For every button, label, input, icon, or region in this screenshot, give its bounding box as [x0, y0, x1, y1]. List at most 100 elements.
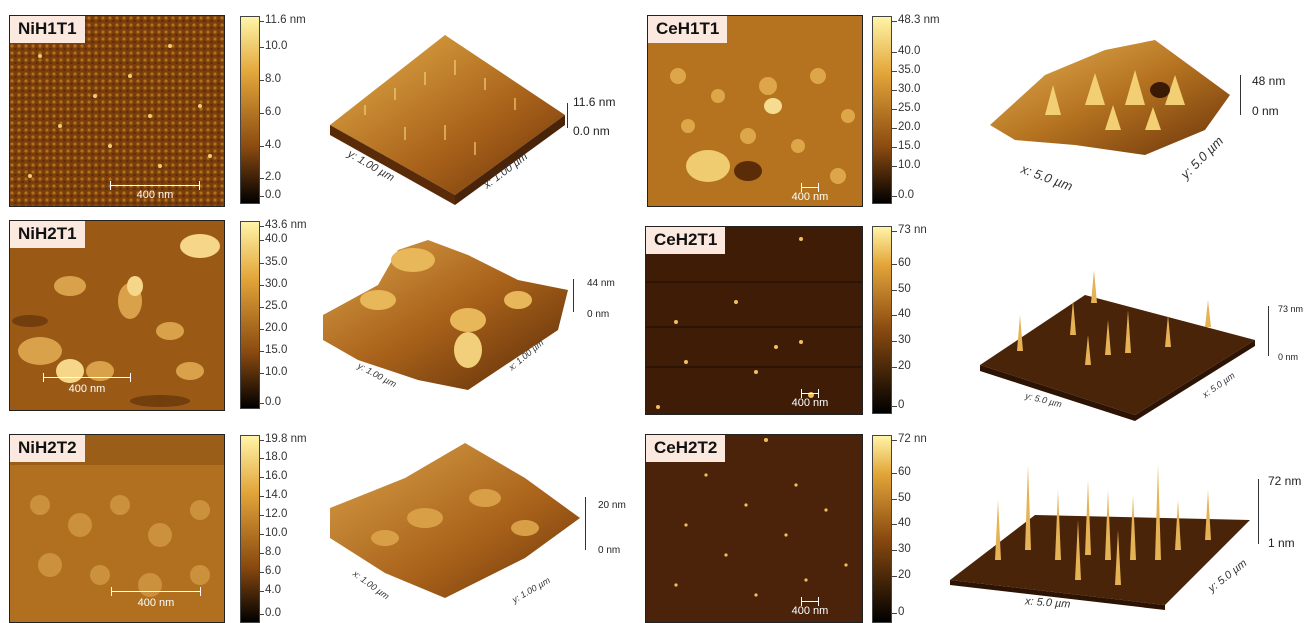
afm-image-ceh2t1 [646, 227, 862, 414]
color-scale-tick: 8.0 [259, 546, 281, 558]
color-scale-tick: 0.0 [259, 396, 281, 408]
scale-bar-label: 400 nm [791, 605, 829, 617]
sample-label: NiH1T1 [10, 16, 85, 43]
color-scale-tick: 48.3 nm [892, 14, 940, 26]
z-axis-top-label: 44 nm [587, 278, 615, 289]
afm-image-nih2t1 [10, 221, 224, 410]
color-scale-tick: 35.0 [891, 64, 921, 76]
color-scale-tick: 50 [892, 283, 911, 295]
scale-bar [43, 373, 131, 383]
color-scale-tick: 15.0 [891, 140, 921, 152]
afm-image-ceh2t2 [646, 435, 862, 622]
scale-bar [111, 587, 201, 597]
z-axis-top-label: 48 nm [1252, 74, 1286, 88]
color-scale-tick: 73 nn [892, 224, 927, 236]
color-scale-tick: 30 [892, 334, 911, 346]
sample-label: NiH2T2 [10, 435, 85, 462]
color-scale-tick: 20.0 [891, 121, 921, 133]
color-scale-tick: 0 [891, 399, 905, 411]
color-scale-tick: 20 [892, 360, 911, 372]
color-scale-tick: 40 [892, 308, 911, 320]
color-scale-tick: 12.0 [258, 508, 288, 520]
z-axis-bottom-label: 0.0 nm [573, 124, 610, 138]
color-scale-tick: 15.0 [258, 344, 288, 356]
scale-bar-label: 400 nm [68, 383, 106, 395]
color-scale-tick: 0.0 [892, 189, 914, 201]
color-scale-tick: 25.0 [891, 102, 921, 114]
color-scale-tick: 11.6 nm [259, 14, 306, 26]
color-scale-tick: 4.0 [259, 584, 281, 596]
scale-bar [801, 597, 819, 607]
z-axis [573, 279, 574, 312]
color-scale-tick: 8.0 [259, 73, 281, 85]
z-axis [585, 497, 586, 550]
z-axis [1258, 479, 1259, 544]
color-scale-tick: 18.0 [258, 451, 288, 463]
color-scale-tick: 60 [892, 257, 911, 269]
afm-height-map: NiH1T1 400 nm [9, 15, 225, 207]
color-scale-tick: 30.0 [258, 278, 288, 290]
scale-bar-label: 400 nm [791, 191, 829, 203]
afm-3d-view [990, 40, 1230, 155]
color-scale-tick: 20.0 [258, 322, 288, 334]
color-scale-tick: 40.0 [258, 233, 288, 245]
color-scale-tick: 40 [892, 517, 911, 529]
color-scale-tick: 25.0 [258, 300, 288, 312]
afm-height-map: NiH2T2 400 nm [9, 434, 225, 623]
color-scale-tick: 14.0 [258, 489, 288, 501]
scale-bar-label: 400 nm [791, 397, 829, 409]
color-scale-tick: 10.0 [891, 159, 921, 171]
color-scale-tick: 43.6 nm [259, 219, 307, 231]
color-scale-tick: 2.0 [259, 171, 281, 183]
afm-3d-view [950, 465, 1250, 610]
color-scale-tick: 19.8 nm [259, 433, 307, 445]
color-scale-tick: 6.0 [259, 106, 281, 118]
color-scale-bar [240, 16, 260, 204]
color-scale-tick: 10.0 [258, 40, 288, 52]
color-scale-tick: 10.0 [258, 366, 288, 378]
z-axis-bottom-label: 0 nm [1278, 352, 1299, 362]
sample-label: NiH2T1 [10, 221, 85, 248]
color-scale-tick: 10.0 [258, 527, 288, 539]
scale-bar [801, 183, 819, 193]
color-scale-tick: 35.0 [258, 256, 288, 268]
z-axis-bottom-label: 0 nm [1252, 104, 1279, 118]
color-scale-tick: 50 [892, 492, 911, 504]
sample-label: CeH2T1 [646, 227, 726, 254]
color-scale-bar [240, 435, 260, 623]
z-axis-bottom-label: 1 nm [1268, 536, 1295, 550]
color-scale-tick: 0 [891, 606, 905, 618]
color-scale-tick: 0.0 [259, 607, 281, 619]
afm-height-map: CeH2T2 400 nm [645, 434, 863, 623]
z-axis [567, 103, 568, 128]
afm-height-map: CeH1T1 400 nm [647, 15, 863, 207]
color-scale-tick: 16.0 [258, 470, 288, 482]
color-scale-tick: 0.0 [259, 189, 281, 201]
sample-label: CeH1T1 [648, 16, 728, 43]
afm-3d-view [330, 35, 565, 205]
color-scale-tick: 60 [892, 466, 911, 478]
afm-3d-view [980, 270, 1255, 421]
z-axis-top-label: 73 nm [1278, 304, 1304, 314]
afm-image-nih1t1 [10, 16, 224, 206]
afm-image-nih2t2 [10, 435, 224, 622]
scale-bar-label: 400 nm [137, 597, 175, 609]
color-scale-tick: 40.0 [891, 45, 921, 57]
z-axis [1268, 306, 1269, 356]
color-scale-bar [872, 16, 892, 204]
z-axis-top-label: 72 nm [1268, 474, 1302, 488]
color-scale-bar [872, 435, 892, 623]
color-scale-bar [872, 226, 892, 414]
afm-3d-view [330, 443, 580, 598]
scale-bar-label: 400 nm [136, 189, 174, 201]
color-scale-tick: 72 nn [892, 433, 927, 445]
color-scale-tick: 30 [892, 543, 911, 555]
sample-label: CeH2T2 [646, 435, 726, 462]
color-scale-tick: 6.0 [259, 565, 281, 577]
z-axis-top-label: 11.6 nm [573, 95, 616, 109]
color-scale-tick: 4.0 [259, 139, 281, 151]
z-axis-bottom-label: 0 nm [598, 545, 621, 556]
color-scale-tick: 30.0 [891, 83, 921, 95]
scale-bar [801, 389, 819, 399]
color-scale-tick: 20 [892, 569, 911, 581]
